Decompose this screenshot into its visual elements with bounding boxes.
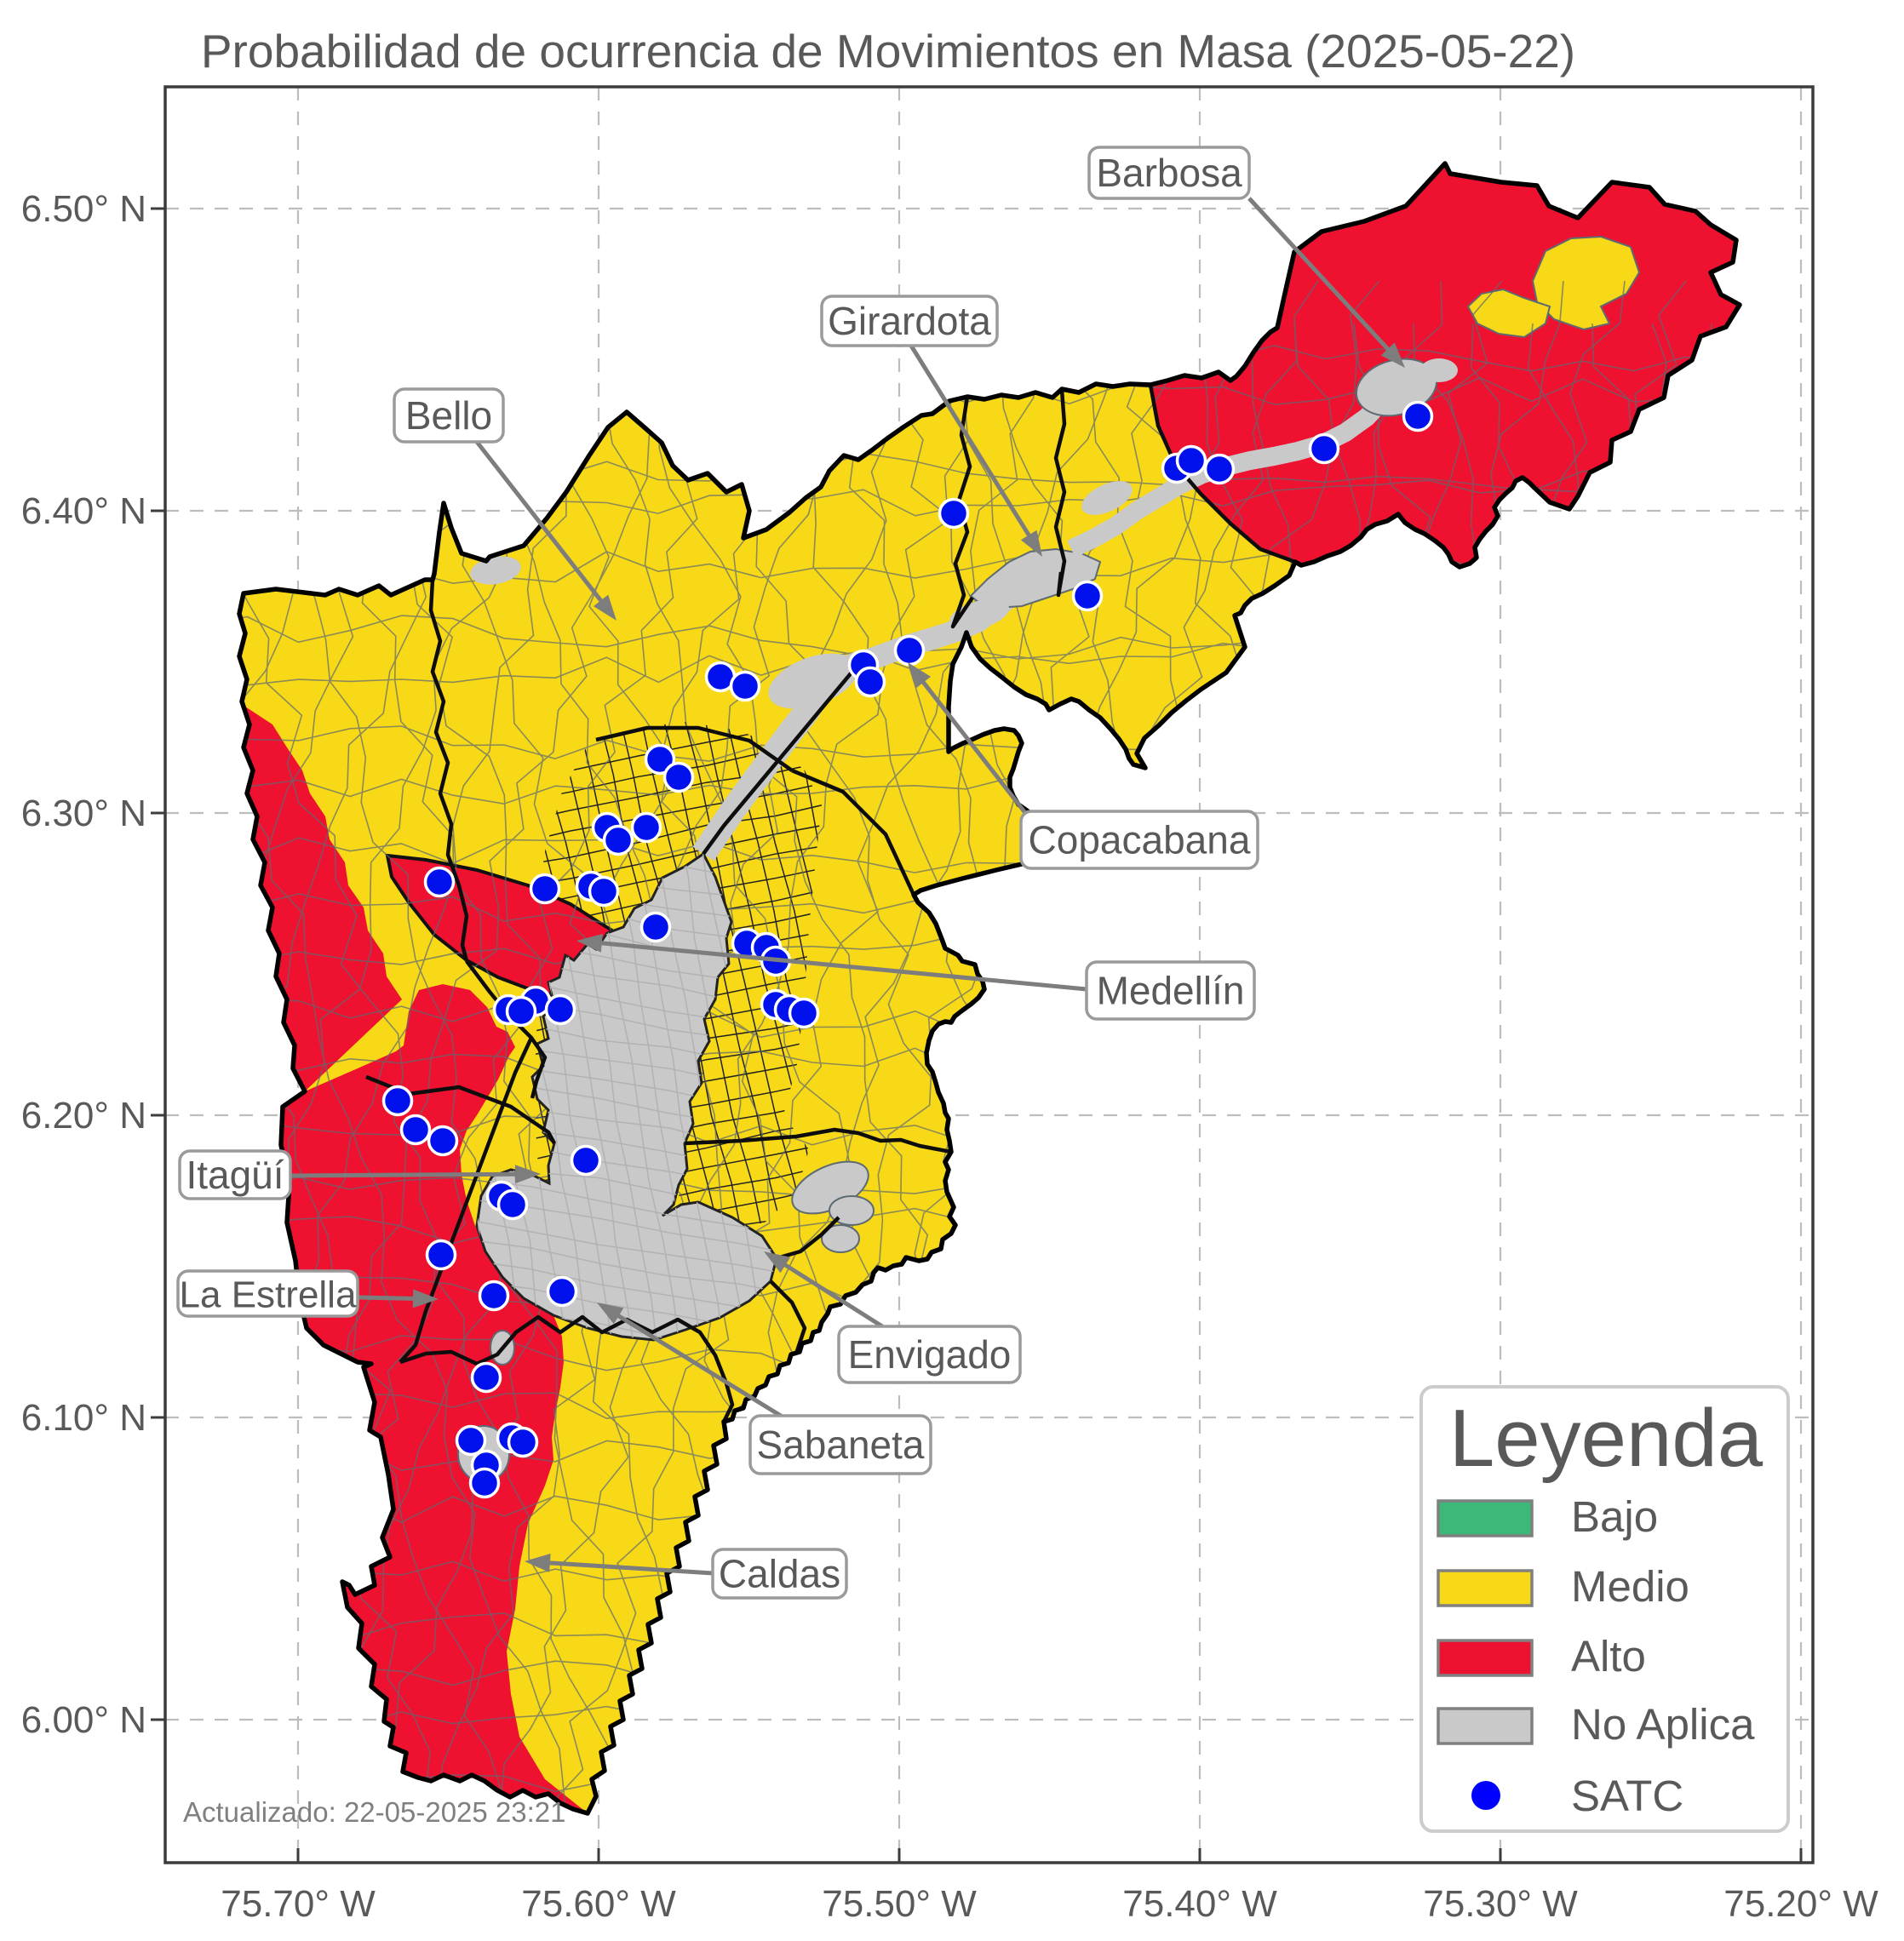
svg-text:Barbosa: Barbosa [1096,151,1242,195]
svg-text:Leyenda: Leyenda [1449,1393,1763,1484]
svg-text:La Estrella: La Estrella [180,1274,357,1316]
svg-text:6.20° N: 6.20° N [21,1095,146,1137]
svg-text:Medellín: Medellín [1097,969,1245,1013]
svg-text:75.50° W: 75.50° W [822,1883,977,1925]
svg-text:75.30° W: 75.30° W [1423,1883,1578,1925]
svg-text:No Aplica: No Aplica [1571,1700,1755,1749]
svg-text:Probabilidad de ocurrencia de: Probabilidad de ocurrencia de Movimiento… [201,25,1575,77]
svg-text:Medio: Medio [1571,1562,1689,1611]
svg-text:75.40° W: 75.40° W [1122,1883,1277,1925]
svg-text:75.60° W: 75.60° W [521,1883,676,1925]
svg-text:Bajo: Bajo [1571,1492,1658,1541]
svg-text:Envigado: Envigado [848,1332,1012,1377]
svg-text:6.50° N: 6.50° N [21,188,146,230]
svg-text:Copacabana: Copacabana [1029,818,1251,862]
svg-text:75.20° W: 75.20° W [1723,1883,1878,1925]
svg-text:SATC: SATC [1571,1772,1683,1820]
svg-text:Sabaneta: Sabaneta [757,1423,925,1467]
svg-text:Girardota: Girardota [828,299,991,343]
svg-text:6.00° N: 6.00° N [21,1699,146,1741]
svg-text:Bello: Bello [405,393,492,438]
svg-text:6.40° N: 6.40° N [21,490,146,532]
svg-text:Caldas: Caldas [719,1552,840,1596]
svg-text:Alto: Alto [1571,1632,1646,1680]
svg-text:6.30° N: 6.30° N [21,793,146,834]
svg-text:6.10° N: 6.10° N [21,1397,146,1439]
svg-text:Itagüí: Itagüí [186,1153,284,1197]
svg-text:Actualizado: 22-05-2025 23:21: Actualizado: 22-05-2025 23:21 [183,1796,566,1828]
svg-text:75.70° W: 75.70° W [221,1883,376,1925]
